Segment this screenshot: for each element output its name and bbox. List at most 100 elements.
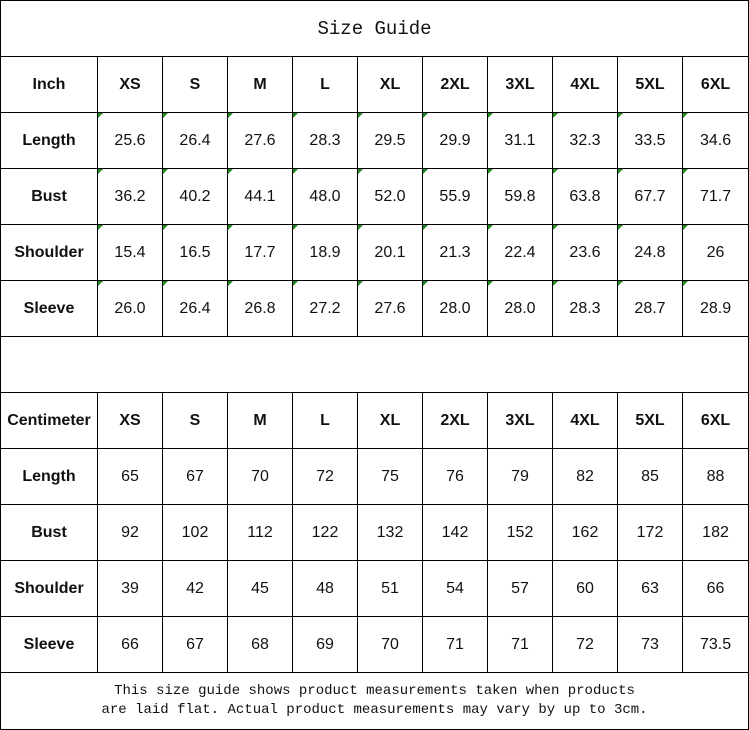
measurement-value: 152 [487, 504, 553, 561]
measurement-value: 67.7 [617, 168, 683, 225]
spacer-cell [0, 336, 749, 393]
measurement-value: 18.9 [292, 224, 358, 281]
cm-header-row: Centimeter XS S M L XL 2XL 3XL 4XL 5XL 6XL [0, 392, 749, 449]
measurement-value: 72 [292, 448, 358, 505]
measurement-value: 59.8 [487, 168, 553, 225]
title-row: Size Guide [0, 0, 749, 57]
measurement-value: 63 [617, 560, 683, 617]
measurement-value: 65 [97, 448, 163, 505]
measurement-value: 67 [162, 616, 228, 673]
measurement-value: 112 [227, 504, 293, 561]
measurement-value: 172 [617, 504, 683, 561]
measurement-value: 71 [422, 616, 488, 673]
size-header: 5XL [617, 56, 683, 113]
measurement-label: Length [0, 448, 98, 505]
size-header: S [162, 392, 228, 449]
measurement-value: 102 [162, 504, 228, 561]
measurement-value: 66 [681, 560, 749, 617]
measurement-value: 82 [552, 448, 618, 505]
measurement-value: 67 [162, 448, 228, 505]
table-row: Sleeve 26.0 26.4 26.8 27.2 27.6 28.0 28.0 28.3 28… [0, 280, 749, 337]
size-header: XL [357, 392, 423, 449]
size-header: S [162, 56, 228, 113]
table-row: Length 25.6 26.4 27.6 28.3 29.5 29.9 31.1 32.3 33… [0, 112, 749, 169]
measurement-value: 85 [617, 448, 683, 505]
measurement-value: 23.6 [552, 224, 618, 281]
measurement-value: 70 [357, 616, 423, 673]
footer-line-2: are laid flat. Actual product measuremen… [101, 702, 648, 718]
measurement-value: 28.7 [617, 280, 683, 337]
inch-header-row: Inch XS S M L XL 2XL 3XL 4XL 5XL 6XL [0, 56, 749, 113]
size-header: XL [357, 56, 423, 113]
table-row: Sleeve 66 67 68 69 70 71 71 72 73 73.5 [0, 616, 749, 673]
measurement-value: 132 [357, 504, 423, 561]
size-header: L [292, 56, 358, 113]
size-header: 3XL [487, 56, 553, 113]
measurement-value: 29.5 [357, 112, 423, 169]
table-row: Length 65 67 70 72 75 76 79 82 85 88 [0, 448, 749, 505]
measurement-value: 20.1 [357, 224, 423, 281]
measurement-value: 70 [227, 448, 293, 505]
measurement-label: Shoulder [0, 560, 98, 617]
measurement-value: 45 [227, 560, 293, 617]
measurement-value: 51 [357, 560, 423, 617]
measurement-value: 26.8 [227, 280, 293, 337]
measurement-value: 29.9 [422, 112, 488, 169]
measurement-value: 88 [681, 448, 749, 505]
measurement-label: Sleeve [0, 280, 98, 337]
measurement-value: 48 [292, 560, 358, 617]
unit-label: Inch [0, 56, 98, 113]
measurement-value: 27.2 [292, 280, 358, 337]
measurement-value: 26 [681, 224, 749, 281]
measurement-value: 26.4 [162, 280, 228, 337]
measurement-value: 28.3 [292, 112, 358, 169]
measurement-label: Bust [0, 168, 98, 225]
measurement-value: 27.6 [357, 280, 423, 337]
measurement-value: 22.4 [487, 224, 553, 281]
measurement-value: 36.2 [97, 168, 163, 225]
table-row: Shoulder 15.4 16.5 17.7 18.9 20.1 21.3 22.4 23.6… [0, 224, 749, 281]
size-header: L [292, 392, 358, 449]
measurement-value: 71 [487, 616, 553, 673]
measurement-value: 26.0 [97, 280, 163, 337]
size-header: 6XL [681, 392, 749, 449]
measurement-value: 28.0 [422, 280, 488, 337]
measurement-value: 54 [422, 560, 488, 617]
measurement-value: 40.2 [162, 168, 228, 225]
table-row: Bust 36.2 40.2 44.1 48.0 52.0 55.9 59.8 63.8 67.7… [0, 168, 749, 225]
measurement-value: 24.8 [617, 224, 683, 281]
measurement-value: 72 [552, 616, 618, 673]
page-title: Size Guide [0, 0, 749, 57]
measurement-value: 44.1 [227, 168, 293, 225]
measurement-value: 162 [552, 504, 618, 561]
size-header: 4XL [552, 392, 618, 449]
table-row: Bust 92 102 112 122 132 142 152 162 172 182 [0, 504, 749, 561]
measurement-value: 48.0 [292, 168, 358, 225]
size-header: 2XL [422, 56, 488, 113]
measurement-value: 15.4 [97, 224, 163, 281]
measurement-value: 42 [162, 560, 228, 617]
measurement-value: 32.3 [552, 112, 618, 169]
measurement-value: 76 [422, 448, 488, 505]
measurement-value: 182 [681, 504, 749, 561]
spacer-row [0, 336, 749, 393]
measurement-value: 68 [227, 616, 293, 673]
measurement-value: 73.5 [681, 616, 749, 673]
size-header: 4XL [552, 56, 618, 113]
measurement-label: Shoulder [0, 224, 98, 281]
size-header: XS [97, 392, 163, 449]
measurement-value: 55.9 [422, 168, 488, 225]
size-header: 6XL [681, 56, 749, 113]
measurement-value: 27.6 [227, 112, 293, 169]
size-header: 2XL [422, 392, 488, 449]
footer-row: This size guide shows product measuremen… [0, 672, 749, 730]
measurement-label: Bust [0, 504, 98, 561]
measurement-value: 71.7 [681, 168, 749, 225]
measurement-value: 34.6 [681, 112, 749, 169]
footer-line-1: This size guide shows product measuremen… [114, 683, 635, 699]
measurement-value: 16.5 [162, 224, 228, 281]
size-header: M [227, 56, 293, 113]
measurement-value: 17.7 [227, 224, 293, 281]
